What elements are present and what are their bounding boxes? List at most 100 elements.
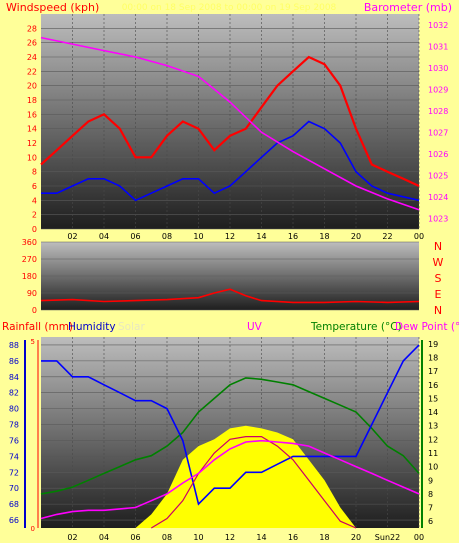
humidity-tick: 80 bbox=[9, 405, 19, 414]
humidity-tick: 86 bbox=[9, 357, 19, 366]
compass-n-top: N bbox=[434, 240, 442, 253]
time-tick: 18 bbox=[319, 533, 329, 542]
rainfall-axis-label: Rainfall (mm) bbox=[2, 321, 73, 333]
direction-tick: 270 bbox=[22, 255, 37, 264]
time-tick: 14 bbox=[256, 232, 266, 241]
temperature-tick: 15 bbox=[428, 394, 438, 403]
humidity-tick: 72 bbox=[9, 468, 19, 477]
time-tick: 22 bbox=[382, 232, 392, 241]
time-tick: 04 bbox=[99, 533, 109, 542]
barometer-tick: 1027 bbox=[428, 128, 448, 137]
compass-s: S bbox=[435, 272, 442, 285]
humidity-axis: 66 68 70 72 74 76 78 80 82 84 86 88 bbox=[9, 341, 19, 525]
time-tick: 20 bbox=[351, 232, 361, 241]
series-line-gust bbox=[40, 55, 420, 187]
humidity-tick: 70 bbox=[9, 484, 19, 493]
time-tick: 16 bbox=[288, 232, 298, 241]
temp-time-axis: 02 04 06 08 10 12 14 16 18 20 Sun22 00 bbox=[67, 533, 424, 542]
direction-axis: 0 90 180 270 360 bbox=[22, 238, 37, 315]
temperature-tick: 18 bbox=[428, 353, 438, 362]
series-line-wind-direction bbox=[40, 288, 420, 304]
page-title: 00:00 on 18 Sep 2008 to 00:00 on 19 Sep … bbox=[122, 3, 337, 13]
rainfall-axis: 05 bbox=[31, 338, 35, 533]
wind-time-axis: 02 04 06 08 10 12 14 16 18 20 22 00 bbox=[67, 232, 424, 241]
time-tick: 00 bbox=[414, 533, 424, 542]
windspeed-tick: 10 bbox=[27, 153, 37, 162]
windspeed-tick: 16 bbox=[27, 110, 37, 119]
direction-tick: 0 bbox=[32, 306, 37, 315]
direction-series bbox=[40, 288, 420, 304]
humidity-tick: 66 bbox=[9, 516, 19, 525]
humidity-tick: 78 bbox=[9, 421, 19, 430]
windspeed-tick: 2 bbox=[32, 211, 37, 220]
humidity-axis-label: Humidity bbox=[68, 321, 116, 333]
barometer-tick: 1026 bbox=[428, 150, 448, 159]
temperature-axis-label: Temperature (°C) bbox=[310, 321, 402, 333]
series-line-dew-point bbox=[40, 439, 420, 520]
time-tick: 04 bbox=[99, 232, 109, 241]
time-tick: 02 bbox=[67, 533, 77, 542]
series-line-temperature bbox=[40, 377, 420, 495]
temperature-axis: 6 7 8 9 10 11 12 13 14 15 16 17 18 19 bbox=[428, 340, 438, 526]
time-tick: 12 bbox=[225, 232, 235, 241]
windspeed-tick: 22 bbox=[27, 67, 37, 76]
windspeed-tick: 24 bbox=[27, 53, 37, 62]
uv-label: UV bbox=[247, 321, 263, 333]
temperature-tick: 19 bbox=[428, 340, 438, 349]
windspeed-tick: 0 bbox=[32, 225, 37, 234]
time-tick: 14 bbox=[256, 533, 266, 542]
direction-tick: 180 bbox=[22, 272, 37, 281]
humidity-tick: 74 bbox=[9, 452, 19, 461]
series-line-barometer bbox=[40, 36, 420, 211]
temperature-tick: 11 bbox=[428, 449, 438, 458]
time-tick: Sun22 bbox=[375, 533, 400, 542]
humidity-tick: 68 bbox=[9, 500, 19, 509]
time-tick: 00 bbox=[414, 232, 424, 241]
barometer-tick: 1024 bbox=[428, 193, 448, 202]
windspeed-axis-label: Windspeed (kph) bbox=[6, 1, 99, 14]
temperature-tick: 12 bbox=[428, 435, 438, 444]
temperature-tick: 17 bbox=[428, 367, 438, 376]
temperature-tick: 9 bbox=[428, 476, 433, 485]
series-area-solar bbox=[135, 425, 356, 528]
windspeed-tick: 18 bbox=[27, 96, 37, 105]
time-tick: 06 bbox=[130, 232, 140, 241]
humidity-tick: 76 bbox=[9, 436, 19, 445]
windspeed-tick: 4 bbox=[32, 196, 37, 205]
dewpoint-axis-label: Dew Point (°C) bbox=[395, 321, 459, 333]
compass-n-bottom: N bbox=[434, 304, 442, 317]
wind-series bbox=[40, 36, 420, 211]
temperature-tick: 13 bbox=[428, 422, 438, 431]
solar-label: Solar bbox=[118, 321, 145, 333]
windspeed-tick: 28 bbox=[27, 24, 37, 33]
barometer-tick: 1025 bbox=[428, 171, 448, 180]
compass-e: E bbox=[435, 288, 442, 301]
barometer-axis-label: Barometer (mb) bbox=[364, 1, 452, 14]
barometer-tick: 1031 bbox=[428, 42, 448, 51]
compass-w: W bbox=[433, 256, 444, 269]
barometer-axis: 1023 1024 1025 1026 1027 1028 1029 1030 1031 1032 bbox=[428, 21, 448, 224]
time-tick: 08 bbox=[162, 232, 172, 241]
time-tick: 08 bbox=[162, 533, 172, 542]
time-tick: 10 bbox=[193, 232, 203, 241]
temperature-tick: 7 bbox=[428, 504, 433, 513]
temperature-tick: 14 bbox=[428, 408, 438, 417]
temperature-tick: 10 bbox=[428, 463, 438, 472]
direction-tick: 90 bbox=[27, 289, 37, 298]
temperature-tick: 8 bbox=[428, 490, 433, 499]
barometer-tick: 1028 bbox=[428, 107, 448, 116]
temperature-tick: 16 bbox=[428, 381, 438, 390]
temperature-tick: 6 bbox=[428, 517, 433, 526]
rainfall-tick: 0 bbox=[31, 525, 35, 533]
temp-series bbox=[40, 344, 420, 529]
direction-plot-grid bbox=[41, 241, 419, 311]
barometer-tick: 1032 bbox=[428, 21, 448, 30]
time-tick: 10 bbox=[193, 533, 203, 542]
compass-labels: N W S E N bbox=[433, 240, 444, 317]
barometer-tick: 1029 bbox=[428, 85, 448, 94]
humidity-tick: 84 bbox=[9, 373, 19, 382]
barometer-tick: 1030 bbox=[428, 64, 448, 73]
humidity-tick: 82 bbox=[9, 389, 19, 398]
